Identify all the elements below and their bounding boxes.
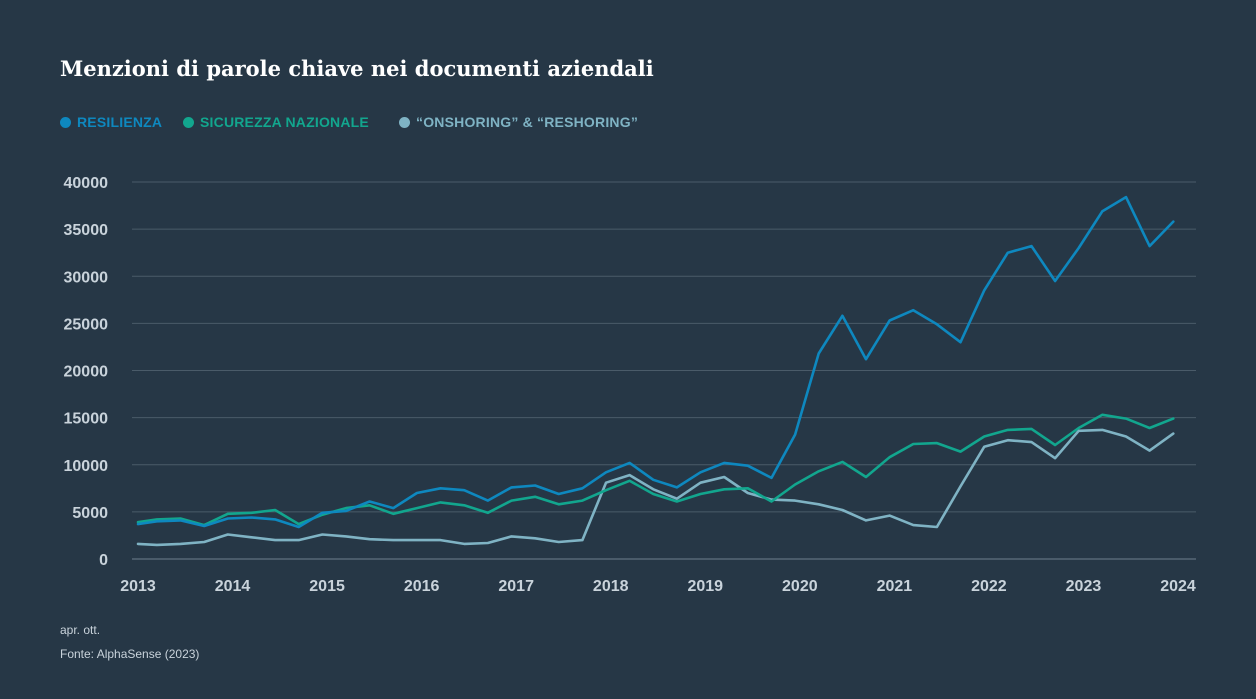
y-tick-label: 30000 xyxy=(64,269,109,286)
x-tick-label: 2018 xyxy=(593,578,629,595)
y-tick-label: 15000 xyxy=(64,411,109,428)
x-tick-label: 2015 xyxy=(309,578,345,595)
legend-dot-icon xyxy=(399,116,410,128)
legend-label: “ONSHORING” & “RESHORING” xyxy=(416,114,639,130)
legend-item-resilienza: RESILIENZA xyxy=(60,114,162,130)
legend-label: RESILIENZA xyxy=(77,114,163,130)
x-tick-label: 2019 xyxy=(687,578,723,595)
source-note: Fonte: AlphaSense (2023) xyxy=(60,647,200,661)
x-tick-label: 2014 xyxy=(215,578,251,595)
y-tick-label: 20000 xyxy=(64,364,109,381)
y-tick-label: 25000 xyxy=(64,316,109,333)
x-tick-label: 2016 xyxy=(404,578,440,595)
chart-legend: RESILIENZA SICUREZZA NAZIONALE “ONSHORIN… xyxy=(60,114,760,132)
series-line-2 xyxy=(136,428,1175,547)
legend-dot-icon xyxy=(183,116,194,128)
y-tick-label: 40000 xyxy=(64,175,109,192)
x-tick-label: 2021 xyxy=(877,578,913,595)
series-line-1 xyxy=(136,413,1175,527)
x-tick-label: 2017 xyxy=(498,578,534,595)
chart-title: Menzioni di parole chiave nei documenti … xyxy=(60,56,654,81)
y-tick-label: 0 xyxy=(99,552,108,569)
x-tick-label: 2024 xyxy=(1160,578,1196,595)
x-tick-label: 2022 xyxy=(971,578,1007,595)
x-axis-ticks: 2013 2014 2015 2016 2017 2018 2019 2020 2021 2022… xyxy=(120,578,1196,595)
series-lines xyxy=(136,195,1175,547)
legend-label: SICUREZZA NAZIONALE xyxy=(200,114,369,130)
footnote: apr. ott. xyxy=(60,623,101,637)
grid-lines xyxy=(132,181,1196,560)
legend-dot-icon xyxy=(60,116,71,128)
series-line-0 xyxy=(136,195,1175,529)
y-tick-label: 10000 xyxy=(64,458,109,475)
x-tick-label: 2020 xyxy=(782,578,818,595)
legend-item-sicurezza-nazionale: SICUREZZA NAZIONALE xyxy=(183,114,369,130)
y-axis-ticks: 0 5000 10000 15000 20000 25000 30000 35000 40000 xyxy=(64,175,109,569)
x-tick-label: 2023 xyxy=(1066,578,1102,595)
y-tick-label: 5000 xyxy=(72,505,108,522)
x-tick-label: 2013 xyxy=(120,578,156,595)
legend-item-onshoring-reshoring: “ONSHORING” & “RESHORING” xyxy=(399,114,638,130)
y-tick-label: 35000 xyxy=(64,222,109,239)
